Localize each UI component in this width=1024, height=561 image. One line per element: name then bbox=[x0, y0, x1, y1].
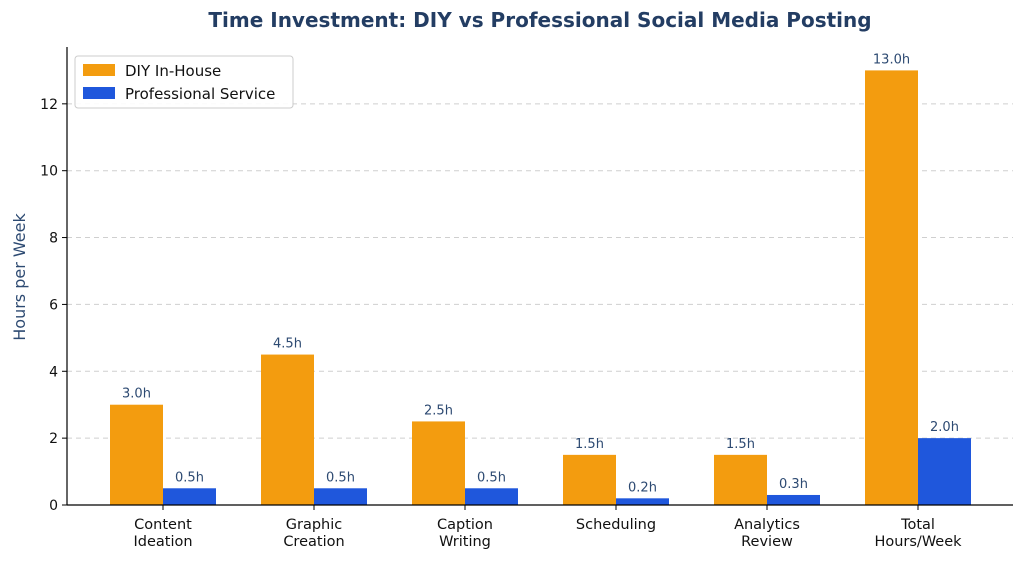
x-tick-label: Total Hours/Week bbox=[874, 517, 962, 550]
bar-value-label: 4.5h bbox=[273, 337, 302, 352]
bar-value-label: 2.5h bbox=[424, 403, 453, 418]
bar-value-label: 0.5h bbox=[477, 470, 506, 485]
axes: 0 2 4 6 8 10 12 Content Ideation Graphic Creation C… bbox=[40, 47, 1013, 550]
legend-label: DIY In-House bbox=[125, 62, 221, 80]
x-tick-label: Graphic Creation bbox=[283, 517, 344, 550]
bars bbox=[110, 70, 971, 505]
bar-value-label: 1.5h bbox=[575, 437, 604, 452]
bar-professional bbox=[314, 488, 367, 505]
x-tick-label: Content Ideation bbox=[133, 517, 192, 550]
bar-value-label: 0.5h bbox=[175, 470, 204, 485]
y-tick-label: 6 bbox=[49, 297, 58, 313]
chart-title: Time Investment: DIY vs Professional Soc… bbox=[208, 8, 871, 32]
bar-diy bbox=[412, 421, 465, 505]
y-axis-label: Hours per Week bbox=[10, 213, 29, 341]
bar-value-label: 0.2h bbox=[628, 480, 657, 495]
y-tick-label: 2 bbox=[49, 431, 58, 447]
bar-professional bbox=[465, 488, 518, 505]
bar-value-label: 1.5h bbox=[726, 437, 755, 452]
bar-diy bbox=[110, 404, 163, 505]
bar-professional bbox=[616, 498, 669, 505]
bar-value-label: 0.5h bbox=[326, 470, 355, 485]
y-tick-label: 8 bbox=[49, 231, 58, 247]
x-tick-label: Caption Writing bbox=[437, 517, 493, 550]
x-tick-label: Analytics Review bbox=[734, 517, 800, 550]
y-tick-label: 10 bbox=[40, 164, 58, 180]
bar-diy bbox=[261, 354, 314, 505]
legend: DIY In-House Professional Service bbox=[74, 55, 294, 109]
legend-box bbox=[74, 55, 294, 109]
bar-diy bbox=[714, 454, 767, 505]
bar-diy bbox=[563, 454, 616, 505]
y-tick-label: 12 bbox=[40, 97, 58, 113]
bar-value-label: 13.0h bbox=[873, 52, 910, 67]
bar-value-label: 3.0h bbox=[122, 387, 151, 402]
y-tick-label: 0 bbox=[49, 498, 58, 514]
y-tick-label: 4 bbox=[49, 364, 58, 380]
bar-diy bbox=[865, 70, 918, 505]
bar-value-label: 0.3h bbox=[779, 477, 808, 492]
data-labels: 3.0h 0.5h 4.5h 0.5h 2.5h 0.5h 1.5h 0.2h 1.5h 0.3h… bbox=[122, 52, 959, 495]
legend-swatch bbox=[83, 87, 115, 99]
bar-professional bbox=[163, 488, 216, 505]
legend-swatch bbox=[83, 64, 115, 76]
x-tick-label: Scheduling bbox=[576, 517, 656, 533]
legend-label: Professional Service bbox=[125, 85, 275, 103]
bar-value-label: 2.0h bbox=[930, 420, 959, 435]
bar-professional bbox=[767, 494, 820, 505]
bar-professional bbox=[918, 438, 971, 505]
